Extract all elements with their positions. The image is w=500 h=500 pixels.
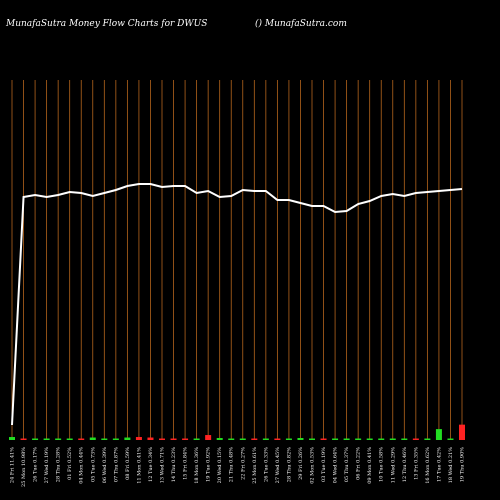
volume-bar [251,438,258,440]
volume-bar [378,438,385,440]
x-tick-label: 29 Fri 0.26% [298,447,304,480]
volume-bar [309,438,315,440]
x-tick-label: 28 Thu 0.82% [286,447,292,482]
volume-bar [401,438,408,440]
volume-bar [55,438,62,440]
volume-bar [285,438,292,440]
volume-bar [262,438,269,440]
volume-bar [320,438,327,440]
x-tick-label: 11 Mon 0.41% [136,447,142,484]
volume-bar [332,438,339,440]
volume-bar [124,437,131,440]
volume-bar [216,438,223,440]
x-tick-label: 18 Mon 0.36% [194,447,200,484]
x-tick-label: 24 Fri 11.41% [10,447,16,483]
volume-bar [355,438,362,440]
x-tick-label: 19 Tue 0.92% [206,447,212,482]
x-tick-label: 26 Tue 0.33% [263,447,269,482]
x-tick-label: 02 Mon 0.53% [310,447,316,484]
x-tick-label: 01 Fri 0.52% [67,447,73,480]
volume-bar [297,438,304,440]
volume-bar [459,424,465,440]
x-tick-label: 05 Tue 0.73% [90,447,96,482]
volume-bar [147,437,154,440]
x-tick-label: 20 Wed 0.15% [217,447,223,484]
x-tick-label: 06 Wed 0.39% [102,447,108,484]
x-tick-label: 27 Wed 0.45% [275,447,281,484]
x-tick-label: 05 Thu 0.37% [344,447,350,482]
x-tick-label: 10 Tue 0.58% [379,447,385,482]
x-tick-label: 07 Thu 0.87% [113,447,119,482]
volume-bar [182,438,189,440]
volume-bar [343,438,350,440]
volume-bar [112,438,119,440]
x-tick-label: 25 Mon 10.98% [21,447,27,487]
volume-bar [366,438,373,440]
volume-bar [447,438,454,440]
x-tick-label: 04 Mon 0.44% [79,447,85,484]
x-tick-label: 19 Thu 0.90% [460,447,466,482]
x-tick-label: 12 Thu 0.46% [402,447,408,482]
volume-bar [412,438,419,440]
volume-bar [135,437,142,440]
x-tick-label: 13 Wed 0.71% [160,447,166,484]
x-tick-label: 25 Mon 0.61% [252,447,258,484]
x-tick-label: 22 Fri 0.27% [240,447,246,480]
x-tick-label: 12 Tue 0.34% [148,447,154,482]
volume-bar [228,438,235,440]
volume-bar [101,438,108,440]
volume-bar [66,438,73,440]
x-tick-label: 09 Mon 0.41% [367,447,373,484]
volume-bar [159,438,165,440]
volume-bar [78,438,85,440]
chart-title: MunafaSutra Money Flow Charts for DWUS [5,19,207,29]
x-tick-label: 15 Fri 0.84% [183,447,189,480]
x-tick-label: 18 Wed 0.21% [448,447,454,484]
x-tick-label: 03 Tue 0.19% [321,447,327,482]
x-tick-label: 14 Thu 0.23% [171,447,177,482]
volume-bar [435,429,442,440]
x-tick-label: 04 Wed 0.64% [333,447,339,484]
volume-bar [43,438,50,440]
chart-subtitle: () MunafaSutra.com [255,18,347,29]
x-tick-label: 26 Tue 0.17% [33,447,39,482]
x-tick-label: 06 Fri 0.22% [356,447,362,480]
x-tick-label: 27 Wed 0.19% [44,447,50,484]
x-tick-label: 21 Thu 0.48% [229,447,235,482]
volume-bar [205,435,212,440]
volume-bar [424,438,431,440]
x-tick-label: 17 Tue 0.42% [436,447,442,482]
volume-bar [9,437,15,440]
volume-bar [389,438,396,440]
x-tick-label: 16 Mon 0.62% [425,447,431,484]
x-tick-label: 13 Fri 0.35% [413,447,419,480]
volume-bar [170,438,177,440]
volume-bar [274,438,281,440]
volume-bar [193,438,200,440]
x-tick-label: 28 Thu 0.28% [56,447,62,482]
volume-bar [32,438,39,440]
volume-bar [89,437,96,440]
price-line [11,183,463,426]
volume-bar [239,438,246,440]
x-tick-label: 08 Fri 0.59% [125,447,131,480]
x-tick-label: 11 Wed 0.29% [390,447,396,484]
volume-bar [20,438,27,440]
